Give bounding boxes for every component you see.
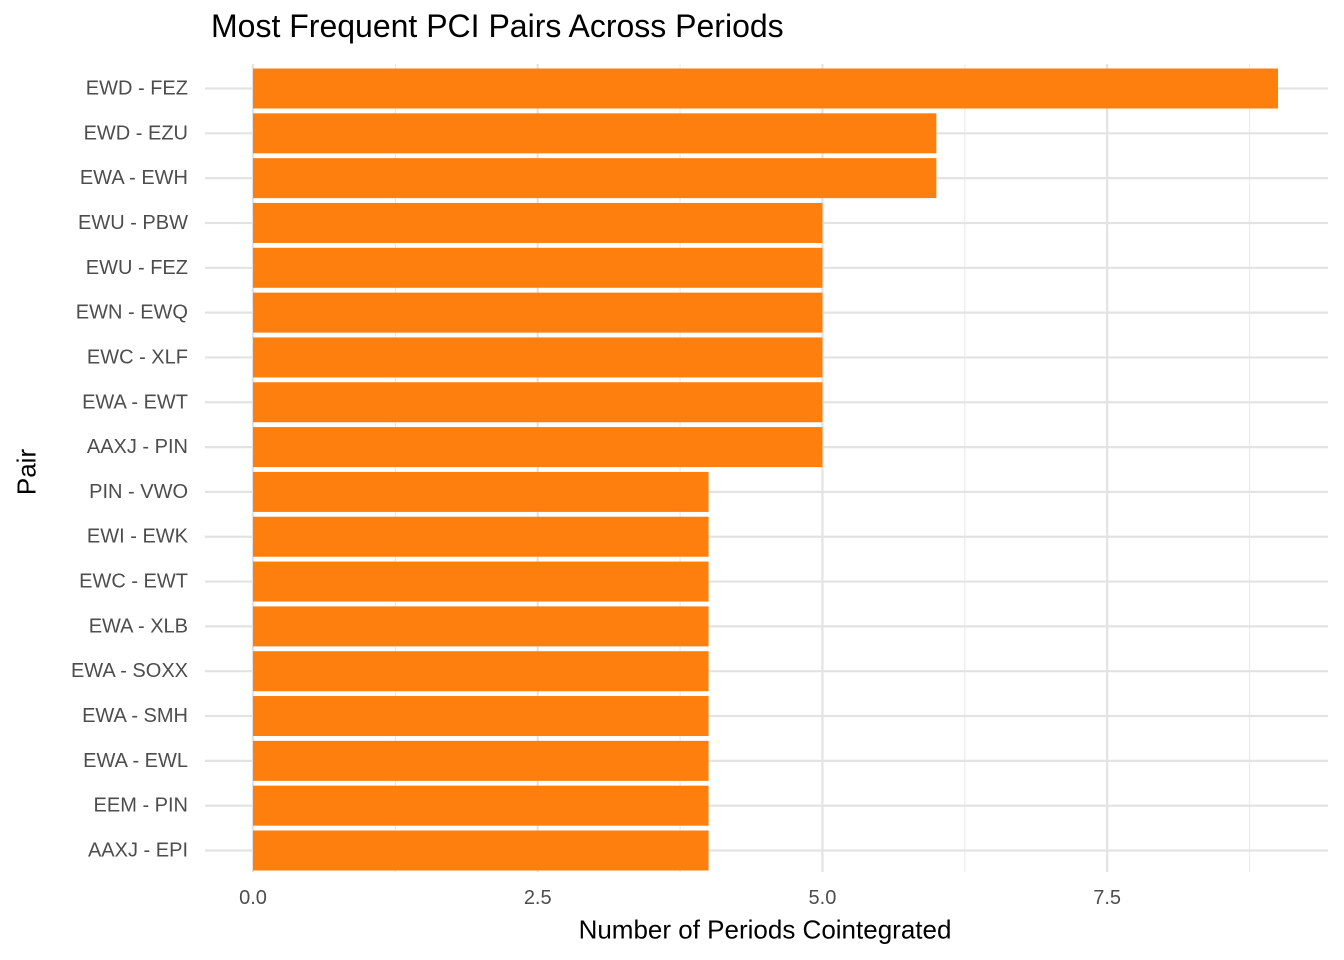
- bar: [253, 471, 709, 512]
- bar: [253, 830, 709, 871]
- y-axis-label: Pair: [11, 448, 42, 496]
- y-tick-label: EWD - EZU: [84, 122, 188, 144]
- bar: [253, 382, 823, 423]
- x-tick-label: 2.5: [524, 887, 552, 909]
- bars: [253, 68, 1278, 871]
- y-tick-label: EWA - SMH: [82, 705, 188, 727]
- bar: [253, 247, 823, 288]
- y-tick-label: EWC - EWT: [79, 571, 188, 593]
- bar: [253, 158, 937, 199]
- x-tick-label: 7.5: [1093, 887, 1121, 909]
- y-tick-label: EWU - FEZ: [86, 257, 188, 279]
- bar: [253, 606, 709, 647]
- y-tick-label: EWN - EWQ: [76, 302, 188, 324]
- bar: [253, 651, 709, 692]
- y-tick-label: EWA - XLB: [89, 615, 188, 637]
- bar: [253, 696, 709, 737]
- bar: [253, 740, 709, 781]
- x-tick-label: 0.0: [239, 887, 267, 909]
- x-axis-label: Number of Periods Cointegrated: [578, 914, 952, 945]
- bar: [253, 292, 823, 333]
- y-tick-label: EWU - PBW: [78, 212, 188, 234]
- y-tick-label: EEM - PIN: [94, 795, 188, 817]
- y-tick-label: EWA - SOXX: [71, 660, 188, 682]
- x-tick-labels: 0.0 2.5 5.0 7.5: [239, 887, 1121, 909]
- y-tick-label: EWA - EWT: [82, 391, 188, 413]
- y-tick-label: EWC - XLF: [87, 346, 188, 368]
- y-tick-label: AAXJ - PIN: [87, 436, 188, 458]
- x-tick-label: 5.0: [809, 887, 837, 909]
- bar: [253, 68, 1278, 109]
- y-tick-label: EWI - EWK: [87, 526, 189, 548]
- bar: [253, 785, 709, 826]
- bar: [253, 337, 823, 378]
- bar: [253, 113, 937, 154]
- y-tick-label: AAXJ - EPI: [88, 840, 188, 862]
- y-tick-label: EWA - EWH: [80, 167, 188, 189]
- bar: [253, 516, 709, 557]
- bar: [253, 561, 709, 602]
- y-tick-label: EWD - FEZ: [86, 78, 188, 100]
- y-tick-label: PIN - VWO: [89, 481, 188, 503]
- bar: [253, 427, 823, 468]
- bar: [253, 202, 823, 243]
- y-tick-labels: EWD - FEZ EWD - EZU EWA - EWH EWU - PBW EWU …: [71, 78, 189, 862]
- y-tick-label: EWA - EWL: [83, 750, 188, 772]
- chart-title: Most Frequent PCI Pairs Across Periods: [211, 8, 784, 44]
